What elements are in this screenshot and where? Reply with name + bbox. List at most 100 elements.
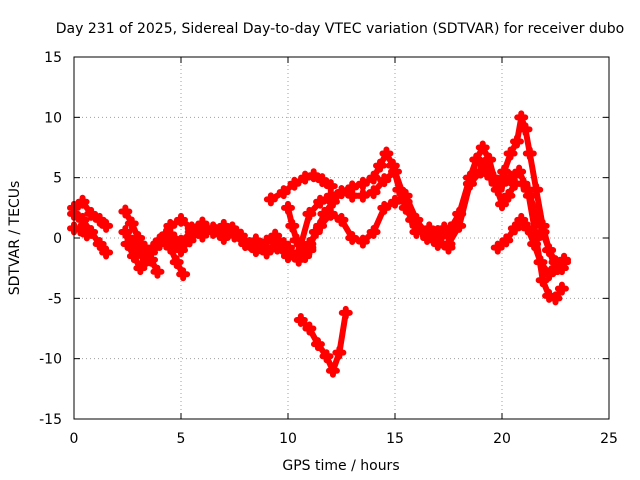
data-point [73,222,88,237]
data-point [501,188,516,203]
data-point [325,363,340,378]
data-point [206,221,221,236]
data-point [497,164,512,179]
data-point [319,349,334,364]
chart-title: Day 231 of 2025, Sidereal Day-to-day VTE… [56,21,624,37]
data-point [276,185,291,200]
data-point [420,228,435,243]
series-line [494,216,568,278]
y-tick-labels: -15 -10 -5 0 5 10 15 [39,50,62,428]
series-track-9 [263,168,338,207]
data-point [184,224,199,239]
data-point [195,228,210,243]
data-point [334,212,349,227]
data-point [527,237,542,252]
data-point [216,218,231,233]
data-point [99,245,114,260]
data-point [270,237,285,252]
data-point [152,237,167,252]
data-point [377,200,392,215]
x-tick-labels: 0 5 10 15 20 25 [70,431,618,447]
data-point [522,146,537,161]
data-point [535,273,550,288]
data-point [533,255,548,270]
data-point [313,218,328,233]
data-point [462,170,477,185]
data-point [338,305,353,320]
data-point [285,218,300,233]
data-point [298,170,313,185]
data-point [557,255,572,270]
data-point [293,313,308,328]
data-point [75,212,90,227]
data-point [388,164,402,179]
data-point [486,170,501,185]
data-point [176,267,191,282]
data-point [514,212,529,227]
data-point [503,146,518,161]
data-point [310,337,325,352]
y-tick-label: 0 [53,231,62,247]
data-point [507,221,522,236]
series-track-16 [490,212,572,282]
data-point [490,182,505,197]
data-point [263,192,278,207]
data-point [165,237,180,252]
data-point [548,291,563,306]
data-point [195,216,210,231]
data-point [126,249,141,264]
data-point [512,164,527,179]
data-point [227,224,242,239]
data-point [452,206,467,221]
data-point [281,249,295,264]
data-point [163,227,178,242]
data-point [124,216,139,231]
data-series [67,110,572,378]
data-point [315,173,330,188]
data-point [355,234,370,249]
data-point [302,206,317,221]
data-point [291,245,306,260]
data-point [139,252,154,267]
y-tick-label: 15 [44,50,62,66]
data-point [169,255,184,270]
data-point [120,237,135,252]
data-point [377,173,392,188]
y-tick-label: 10 [44,110,62,126]
data-point [366,170,381,185]
data-point [84,206,99,221]
data-point [92,212,107,227]
y-tick-label: -10 [39,352,62,368]
data-point [248,233,263,248]
data-point [118,224,133,239]
x-tick-label: 20 [493,431,511,447]
data-point [441,228,456,243]
data-point [535,218,550,233]
data-point [150,264,165,279]
y-tick-label: 5 [53,171,62,187]
data-point [281,200,295,215]
data-point [409,212,424,227]
data-point [477,158,492,173]
data-point [313,194,328,209]
data-point [554,281,569,296]
data-point [345,188,360,203]
data-point [345,231,360,245]
data-point [323,206,338,221]
data-point [388,194,402,209]
axis-ticks [73,56,610,420]
data-point [92,237,107,252]
data-point [520,221,535,236]
data-point [79,227,94,242]
data-point [495,197,509,212]
data-point [529,182,544,197]
data-point [379,146,394,161]
data-point [542,243,557,258]
y-tick-label: -15 [39,412,62,428]
data-point [518,122,533,137]
x-tick-label: 0 [70,431,79,447]
data-point [542,267,557,282]
data-point [509,134,524,149]
data-point [302,321,317,336]
data-point [174,212,188,227]
